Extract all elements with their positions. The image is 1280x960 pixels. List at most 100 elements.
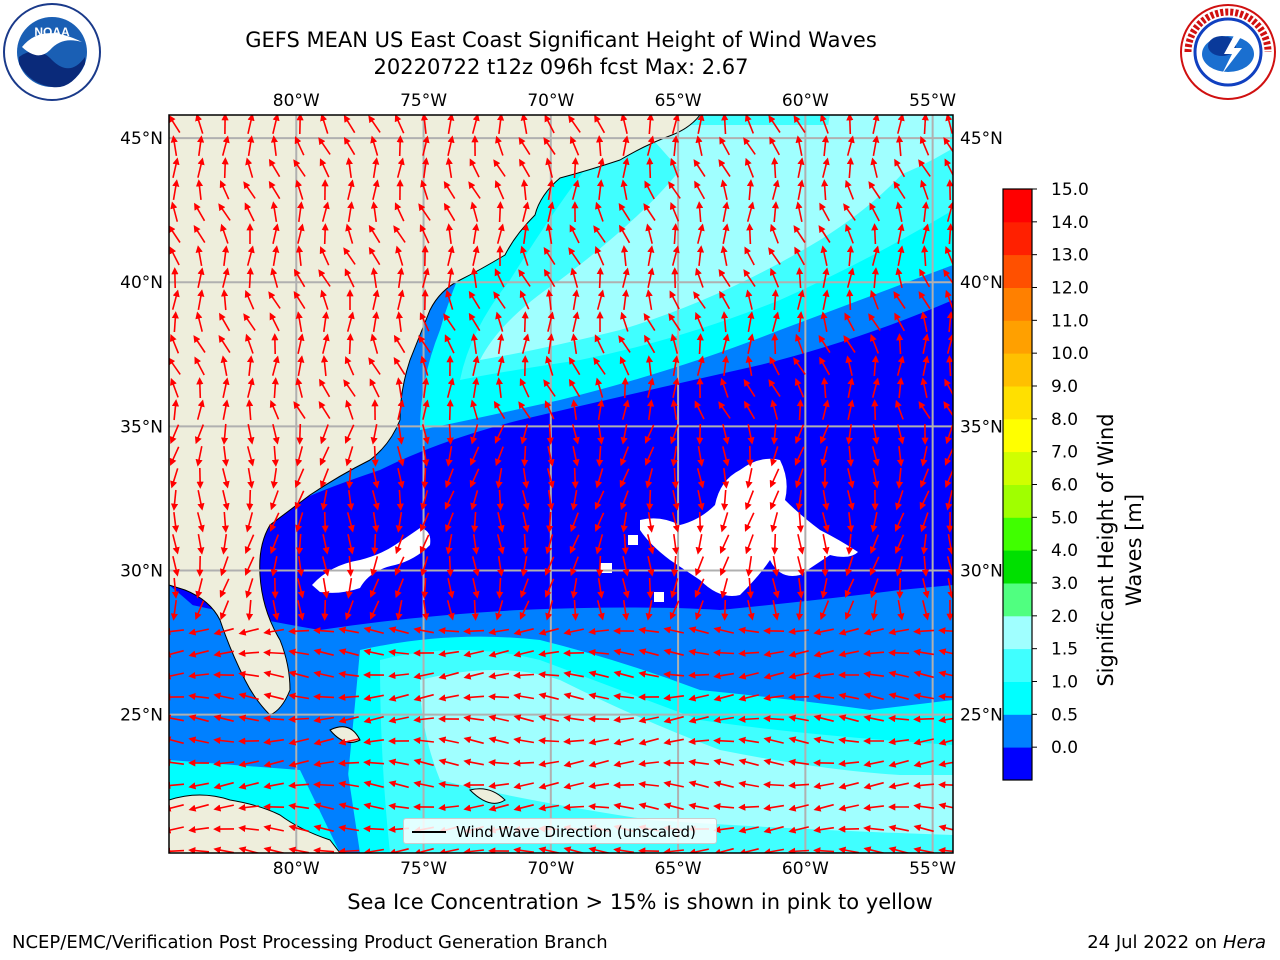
wave-arrow (538, 737, 560, 745)
wave-arrow (446, 555, 454, 577)
wave-arrow (847, 399, 855, 420)
lon-tick-label-top: 80°W (273, 91, 320, 111)
wave-arrow (844, 223, 854, 244)
wave-arrow (646, 489, 654, 511)
wave-arrow (570, 489, 578, 511)
wave-arrow (194, 424, 205, 445)
wave-arrow (295, 179, 304, 200)
wave-arrow (713, 802, 735, 811)
wave-arrow (497, 355, 505, 376)
wave-arrow (513, 628, 534, 636)
wave-arrow (797, 289, 805, 310)
wave-arrow (544, 556, 555, 576)
wave-arrow (895, 490, 904, 511)
wave-arrow (188, 714, 209, 723)
wave-arrow (468, 290, 481, 310)
wave-arrow (188, 846, 210, 853)
wave-arrow (618, 335, 631, 353)
wave-arrow (463, 758, 484, 766)
wave-arrow (220, 533, 228, 555)
wave-arrow (222, 399, 230, 420)
wave-arrow (596, 555, 604, 577)
wave-arrow (363, 626, 384, 635)
wave-arrow (171, 289, 180, 310)
wave-arrow (471, 511, 479, 533)
wave-arrow (770, 446, 779, 467)
wave-arrow (488, 628, 510, 636)
wave-arrow (695, 135, 703, 156)
wave-arrow (422, 135, 430, 156)
wave-arrow (188, 650, 209, 658)
wave-arrow (222, 267, 230, 288)
wave-arrow (196, 399, 205, 420)
wave-arrow (788, 758, 810, 766)
wave-arrow (222, 490, 230, 511)
wave-arrow (920, 377, 928, 398)
wave-arrow (269, 490, 279, 511)
wave-arrow (518, 401, 531, 419)
wave-arrow (813, 847, 835, 853)
wave-arrow (922, 578, 930, 599)
wave-arrow (520, 179, 529, 201)
wave-arrow (363, 825, 385, 833)
wave-arrow (896, 377, 905, 399)
wave-arrow (463, 672, 484, 680)
wave-arrow (769, 490, 780, 510)
wave-arrow (638, 780, 659, 789)
wave-arrow (521, 311, 529, 333)
wave-arrow (497, 512, 505, 533)
wave-arrow (221, 157, 229, 179)
wave-arrow (388, 693, 409, 702)
wave-arrow (238, 824, 259, 833)
wave-arrow (520, 424, 529, 445)
lon-tick-label-top: 75°W (400, 91, 447, 111)
wave-arrow (718, 401, 731, 419)
wave-arrow (571, 467, 579, 489)
wave-arrow (293, 159, 306, 177)
wave-arrow (813, 803, 834, 812)
wave-arrow (647, 245, 655, 267)
wave-arrow (943, 269, 953, 285)
wave-arrow (771, 333, 779, 355)
wave-arrow (843, 335, 856, 353)
wave-arrow (488, 649, 509, 658)
wave-arrow (547, 489, 555, 511)
colorbar-segment (1003, 287, 1032, 321)
wave-arrow (218, 334, 231, 354)
wave-arrow (669, 424, 679, 445)
wave-arrow (568, 247, 581, 265)
wave-arrow (570, 267, 579, 288)
wave-arrow (338, 670, 360, 678)
wave-arrow (363, 738, 385, 746)
wave-arrow (920, 179, 929, 200)
wave-arrow (863, 824, 885, 833)
wave-arrow (595, 201, 604, 222)
wave-arrow (313, 781, 335, 789)
wave-arrow (572, 289, 580, 311)
wave-arrow (519, 578, 529, 599)
nws-logo-icon (1180, 4, 1276, 100)
wave-arrow (771, 289, 779, 311)
wave-arrow (846, 135, 855, 156)
wave-arrow (670, 333, 679, 354)
wave-arrow (896, 446, 905, 467)
wave-arrow (220, 223, 229, 244)
wave-arrow (863, 628, 884, 636)
wave-arrow (263, 782, 284, 790)
wave-arrow (171, 399, 180, 421)
wave-arrow (688, 648, 710, 656)
lon-tick-label-bottom: 60°W (782, 859, 829, 879)
wave-arrow (471, 599, 479, 621)
wave-arrow (888, 759, 909, 768)
wave-arrow (438, 780, 459, 789)
wave-arrow (713, 716, 735, 724)
wave-arrow (213, 759, 234, 768)
wave-arrow (721, 115, 729, 135)
wave-arrow (172, 534, 180, 555)
wave-arrow (421, 424, 430, 445)
wave-arrow (720, 179, 728, 200)
lat-tick-label-left: 30°N (120, 561, 163, 581)
wave-arrow (938, 627, 953, 635)
wave-arrow (518, 136, 531, 156)
wave-arrow (946, 223, 953, 245)
